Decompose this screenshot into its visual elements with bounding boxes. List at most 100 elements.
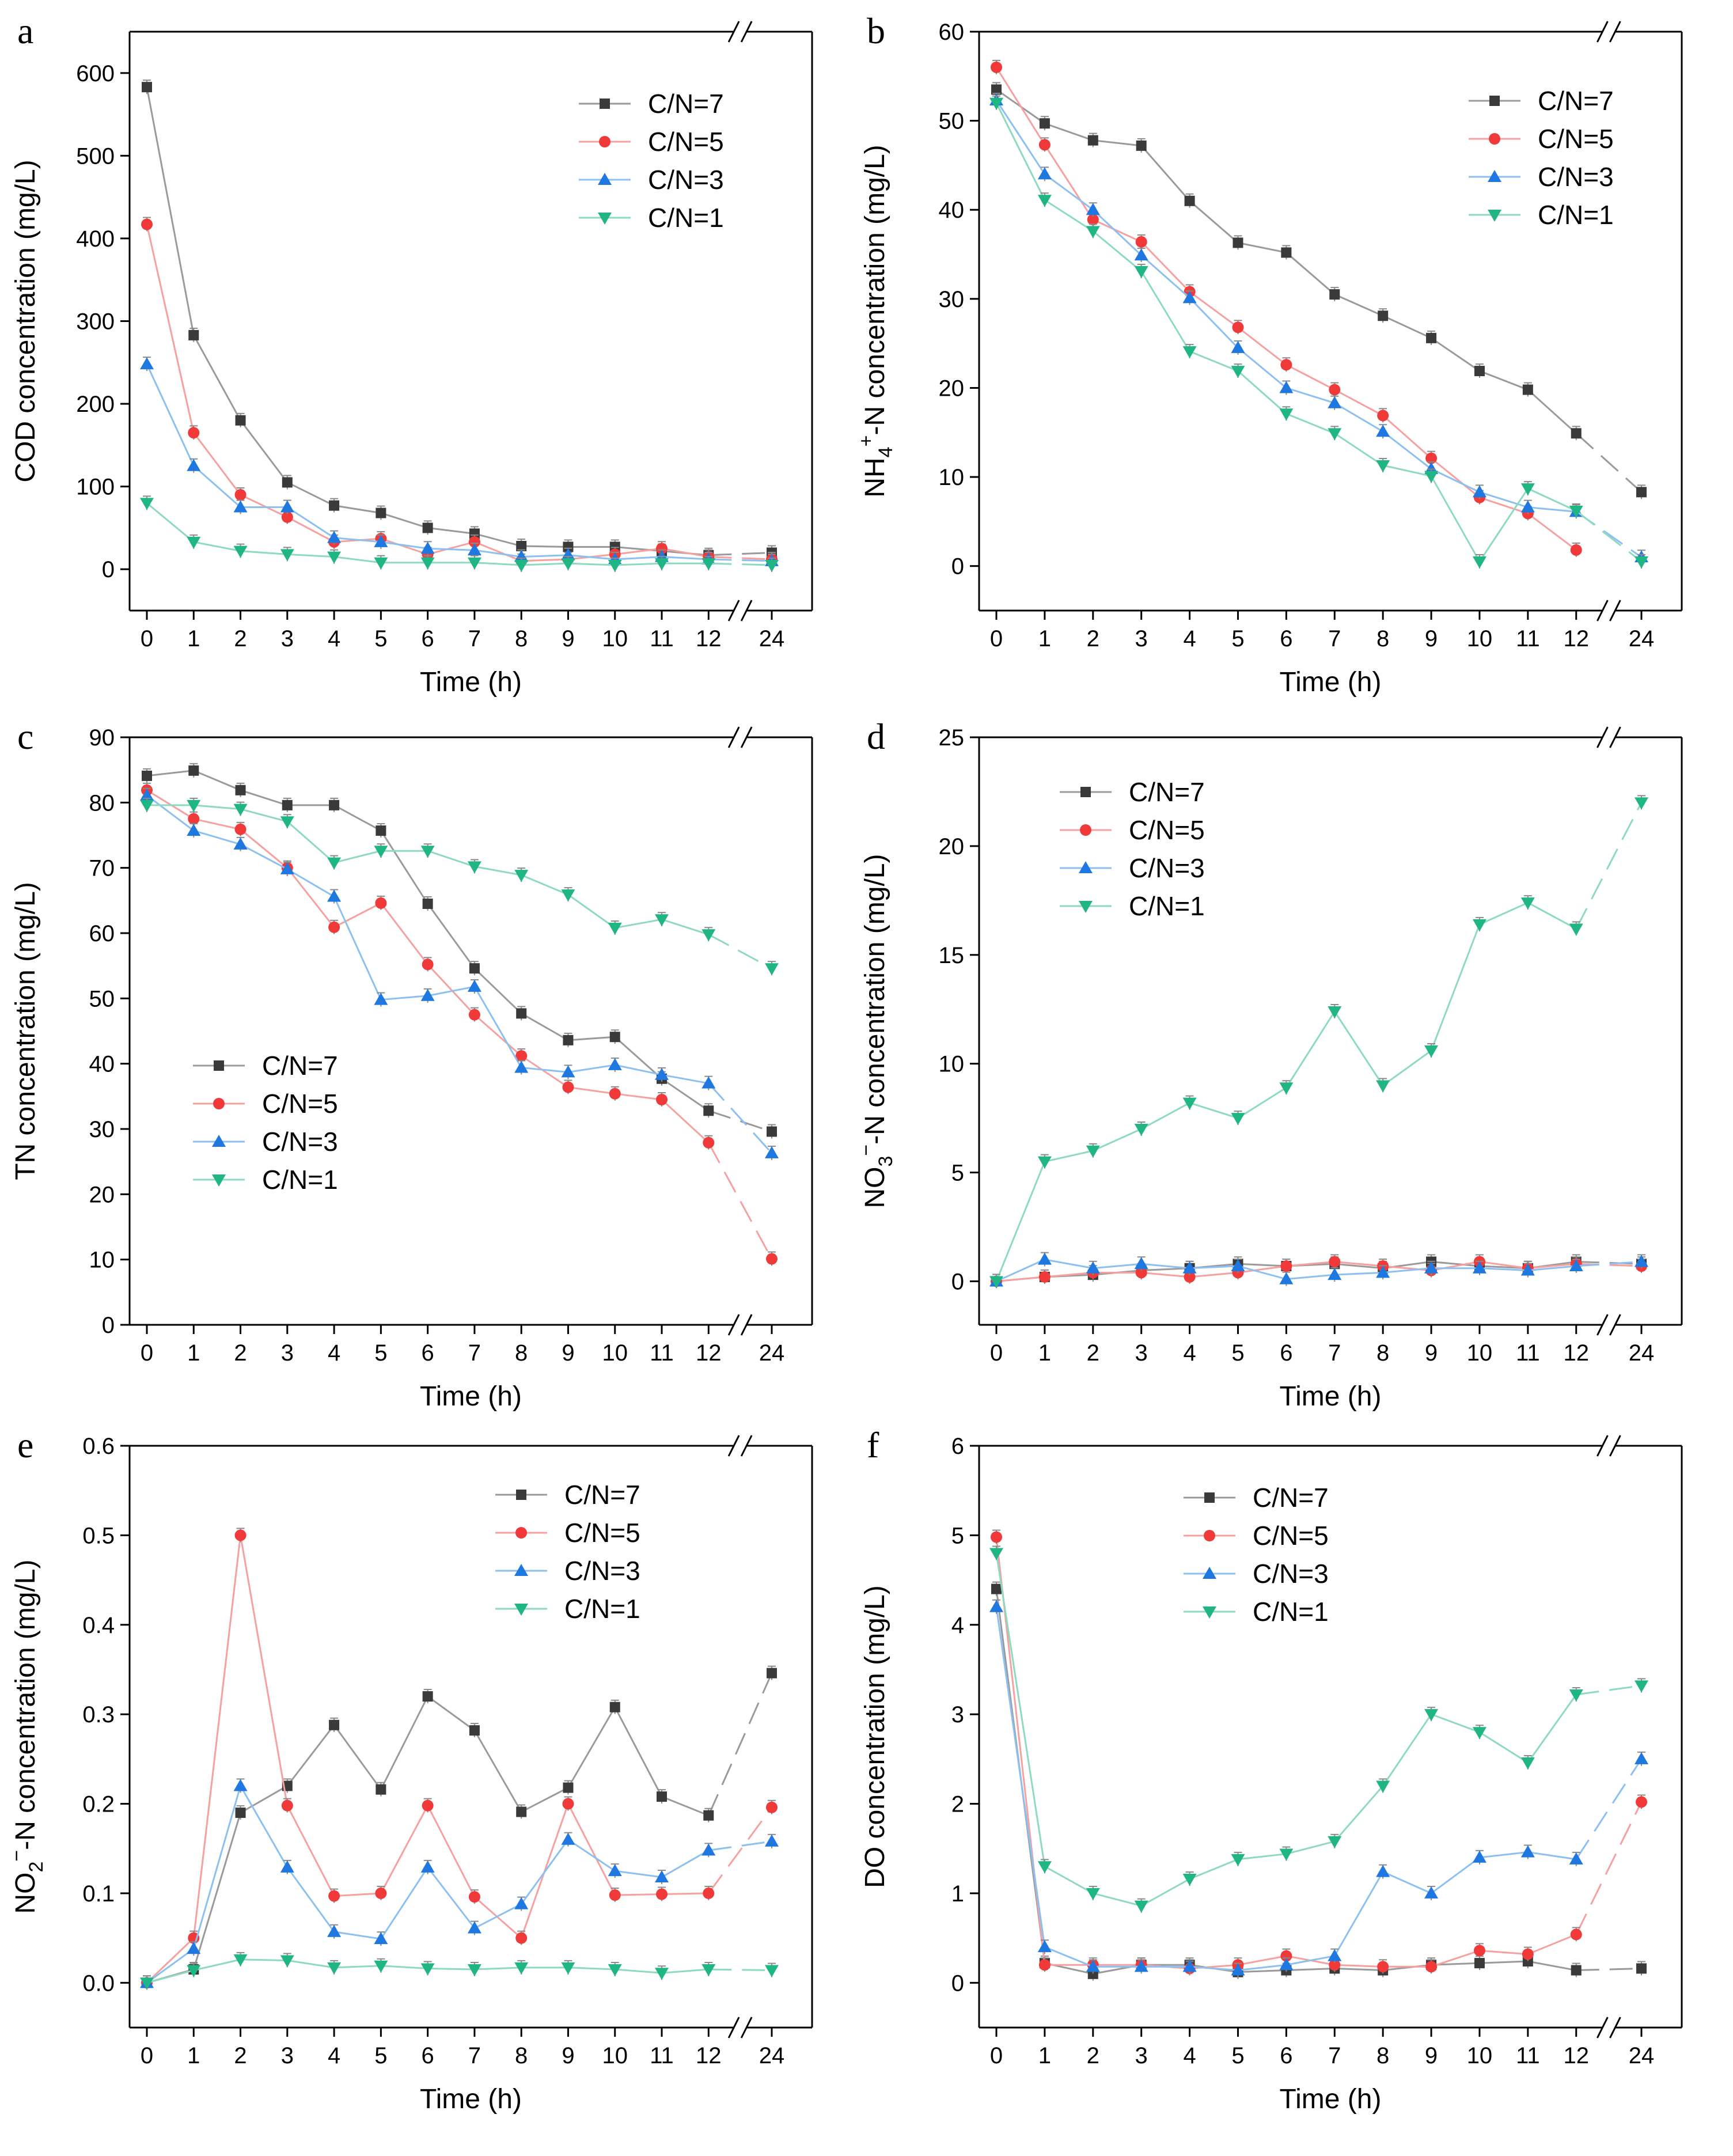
axis-break-mark <box>740 2017 753 2038</box>
data-point <box>1328 396 1342 408</box>
panel-letter: e <box>17 1424 33 1465</box>
legend-label: C/N=1 <box>1129 891 1205 921</box>
data-point <box>765 1146 779 1158</box>
data-point <box>656 1888 668 1900</box>
x-tick-label: 3 <box>1135 1340 1148 1366</box>
series-line-break-segment <box>708 933 772 969</box>
x-tick-label: 24 <box>1629 2043 1655 2068</box>
y-tick-label: 2 <box>951 1792 964 1817</box>
legend-marker <box>1203 1567 1216 1579</box>
data-point <box>1635 1752 1648 1764</box>
y-tick-label: 10 <box>939 465 965 490</box>
x-tick-label: 1 <box>187 2043 200 2068</box>
y-tick-label: 50 <box>939 109 965 134</box>
x-tick-label: 6 <box>1280 2043 1292 2068</box>
axis-break-mark <box>1597 1314 1609 1336</box>
legend: C/N=7 C/N=5 C/N=3 C/N=1 <box>495 1480 640 1624</box>
data-point <box>765 560 779 573</box>
data-point <box>1087 214 1099 226</box>
series-line-break-segment <box>1575 1801 1643 1935</box>
data-point <box>1376 1865 1390 1877</box>
x-tick-label: 6 <box>1280 1340 1292 1366</box>
y-tick-label: 10 <box>89 1248 115 1273</box>
data-point <box>1571 428 1582 439</box>
data-point <box>655 558 669 571</box>
x-tick-label: 5 <box>374 626 387 651</box>
x-tick-label: 3 <box>281 626 294 651</box>
data-point <box>563 1782 574 1793</box>
data-point <box>562 1798 574 1810</box>
data-point <box>422 1799 434 1812</box>
data-point <box>561 889 575 902</box>
axis-break-mark <box>727 1435 740 1457</box>
legend: C/N=7 C/N=5 C/N=3 C/N=1 <box>193 1051 338 1195</box>
data-point <box>1134 266 1148 278</box>
axis-break-mark <box>1597 1435 1609 1457</box>
legend: C/N=7 C/N=5 C/N=3 C/N=1 <box>1060 777 1205 921</box>
series-line-break-segment <box>708 1109 772 1132</box>
x-axis-title: Time (h) <box>1280 667 1382 698</box>
axis-break-mark <box>1597 2017 1609 2038</box>
data-point <box>608 922 622 935</box>
x-axis-title: Time (h) <box>420 1381 522 1412</box>
x-tick-label: 6 <box>422 626 434 651</box>
x-tick-label: 2 <box>234 2043 247 2068</box>
data-point <box>187 1965 201 1977</box>
x-tick-label: 5 <box>1231 626 1244 651</box>
data-point <box>327 1962 342 1975</box>
x-tick-label: 7 <box>468 1340 481 1366</box>
data-point <box>1279 1272 1294 1284</box>
legend: C/N=7 C/N=5 C/N=3 C/N=1 <box>1469 86 1614 230</box>
y-tick-label: 20 <box>89 1182 115 1207</box>
y-tick-label: 50 <box>89 986 115 1011</box>
data-point <box>1182 1261 1197 1274</box>
data-point <box>991 84 1002 95</box>
data-point <box>234 823 247 835</box>
x-tick-label: 24 <box>1629 626 1655 651</box>
data-point <box>1636 487 1647 498</box>
y-tick-label: 10 <box>939 1052 965 1077</box>
data-point <box>1329 384 1341 396</box>
data-point <box>1424 1261 1439 1274</box>
data-point <box>1037 1252 1052 1265</box>
legend-marker <box>1079 861 1093 873</box>
data-point <box>609 1702 620 1712</box>
data-point <box>376 825 386 836</box>
data-point <box>1376 1080 1390 1093</box>
legend-label: C/N=3 <box>564 1556 640 1586</box>
y-tick-label: 4 <box>951 1613 964 1638</box>
data-point <box>327 531 342 543</box>
y-tick-label: 600 <box>76 61 115 86</box>
data-point <box>376 1784 386 1795</box>
x-axis-title: Time (h) <box>1280 1381 1382 1412</box>
x-tick-label: 8 <box>515 1340 528 1366</box>
data-point <box>1231 1113 1245 1126</box>
x-tick-label: 8 <box>1376 1340 1389 1366</box>
data-point <box>514 870 529 882</box>
data-point <box>140 357 154 370</box>
data-point <box>562 1081 574 1093</box>
x-tick-label: 1 <box>1038 2043 1051 2068</box>
y-tick-label: 40 <box>939 198 965 223</box>
data-point <box>280 1955 294 1968</box>
data-point <box>1635 556 1648 569</box>
series-line-break-segment <box>1576 1260 1642 1265</box>
data-point <box>1570 544 1582 556</box>
data-point <box>561 1962 575 1975</box>
axis-break-mark <box>727 2017 740 2038</box>
data-point <box>701 929 716 942</box>
data-point <box>1182 1097 1197 1110</box>
axis-break-mark <box>1609 2017 1621 2038</box>
data-point <box>1571 1965 1582 1976</box>
data-point <box>233 804 248 816</box>
panel-letter: d <box>867 716 885 757</box>
data-point <box>468 1009 480 1021</box>
series-cn5 <box>141 1528 778 1990</box>
data-point <box>282 477 293 488</box>
x-tick-label: 10 <box>1467 626 1493 651</box>
axis-break-gap <box>733 28 748 35</box>
legend-label: C/N=7 <box>1253 1483 1329 1513</box>
